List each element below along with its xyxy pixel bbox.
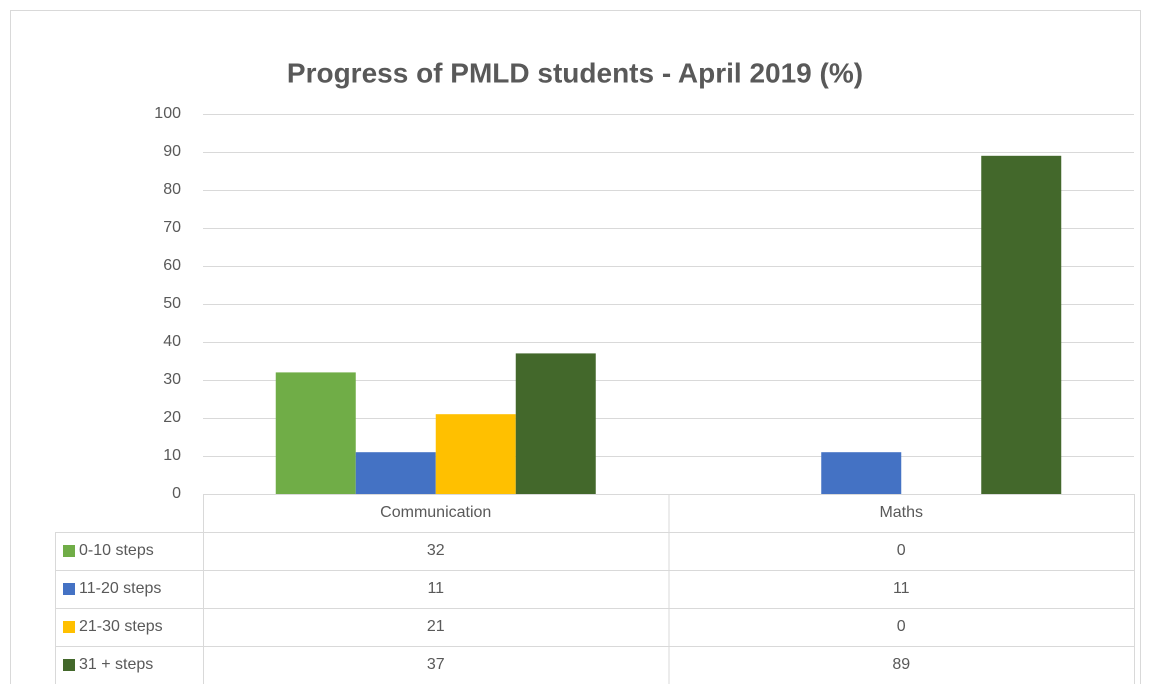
bar: [435, 414, 516, 494]
y-tick-label: 70: [163, 219, 181, 236]
bar: [821, 452, 902, 494]
table-value: 11: [893, 580, 910, 597]
bar: [275, 372, 356, 494]
chart-border: [10, 10, 1141, 684]
legend-label: 31 + steps: [79, 656, 153, 673]
table-value: 89: [892, 656, 910, 673]
y-tick-label: 20: [163, 409, 181, 426]
y-tick-label: 90: [163, 143, 181, 160]
legend-label: 0-10 steps: [79, 542, 154, 559]
bar: [355, 452, 436, 494]
x-tick-label: Communication: [380, 504, 491, 521]
legend-key: [63, 621, 75, 633]
table-value: 32: [427, 542, 445, 559]
y-tick-label: 40: [163, 333, 181, 350]
legend-label: 21-30 steps: [79, 618, 163, 635]
y-tick-label: 10: [163, 447, 181, 464]
y-tick-label: 50: [163, 295, 181, 312]
x-tick-label: Maths: [879, 504, 923, 521]
table-value: 11: [427, 580, 444, 597]
y-tick-label: 0: [172, 485, 181, 502]
y-tick-label: 100: [154, 105, 181, 122]
table-value: 37: [427, 656, 445, 673]
table-value: 21: [427, 618, 445, 635]
y-tick-label: 80: [163, 181, 181, 198]
legend-key: [63, 659, 75, 671]
y-tick-label: 30: [163, 371, 181, 388]
legend-label: 11-20 steps: [79, 580, 161, 597]
bar: [981, 155, 1062, 495]
bar: [515, 353, 596, 494]
legend-key: [63, 545, 75, 557]
table-value: 0: [897, 618, 906, 635]
table-value: 0: [897, 542, 906, 559]
y-tick-label: 60: [163, 257, 181, 274]
chart-title: Progress of PMLD students - April 2019 (…: [287, 57, 863, 88]
legend-key: [63, 583, 75, 595]
